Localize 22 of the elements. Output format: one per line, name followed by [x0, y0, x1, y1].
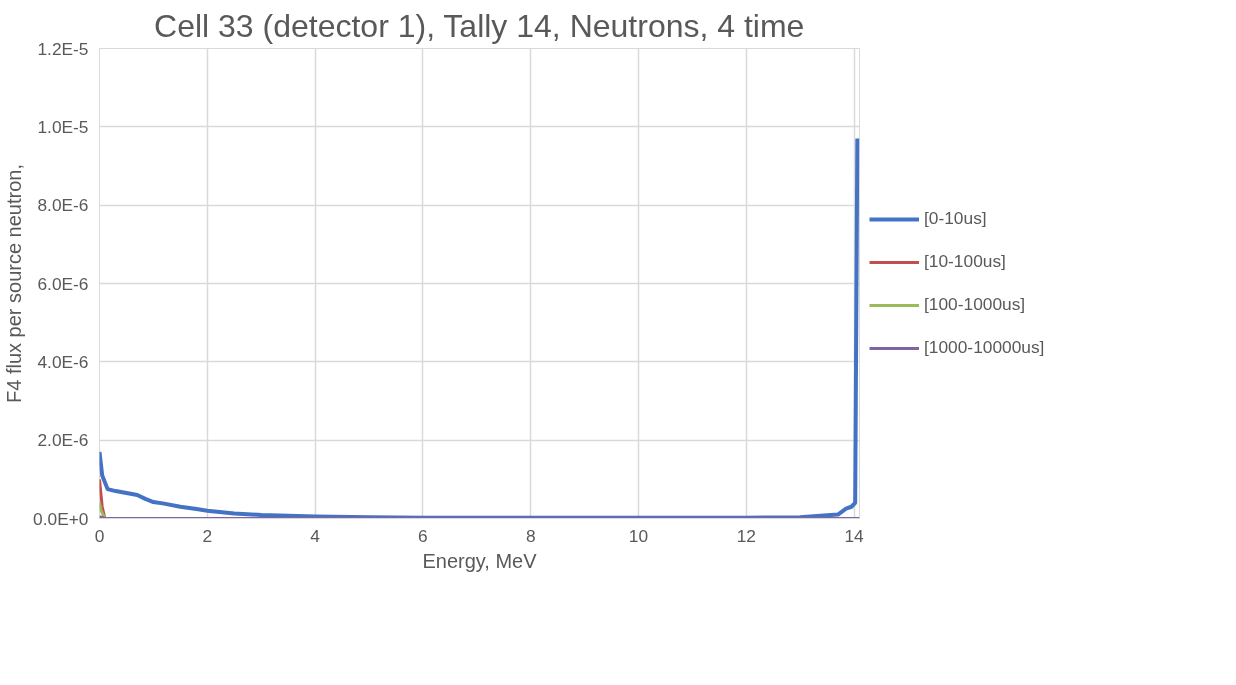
y-tick-label: 4.0E-6 [37, 351, 89, 372]
y-tick-label: 1.0E-5 [37, 116, 89, 137]
x-tick-label: 10 [628, 525, 649, 546]
chart-title: Cell 33 (detector 1), Tally 14, Neutrons, 4 time [154, 7, 805, 44]
x-tick-label: 12 [736, 525, 756, 546]
x-tick-label: 8 [525, 525, 536, 546]
legend-label: [0-10us] [924, 208, 987, 229]
x-tick-label: 4 [310, 525, 321, 546]
legend-label: [100-1000us] [924, 294, 1026, 315]
x-tick-label: 14 [844, 525, 865, 546]
x-axis-title: Energy, MeV [422, 549, 538, 572]
legend-label: [1000-10000us] [924, 337, 1045, 358]
x-tick-label: 2 [202, 525, 213, 546]
y-tick-label: 0.0E+0 [33, 508, 89, 529]
y-tick-label: 6.0E-6 [37, 273, 89, 294]
x-tick-label: 0 [94, 525, 105, 546]
y-tick-label: 2.0E-6 [37, 430, 89, 451]
legend-label: [10-100us] [924, 251, 1006, 272]
y-tick-label: 8.0E-6 [37, 195, 89, 216]
x-tick-label: 6 [418, 525, 428, 546]
y-tick-label: 1.2E-5 [37, 38, 89, 59]
y-axis-title: F4 flux per source neutron, [3, 163, 26, 404]
